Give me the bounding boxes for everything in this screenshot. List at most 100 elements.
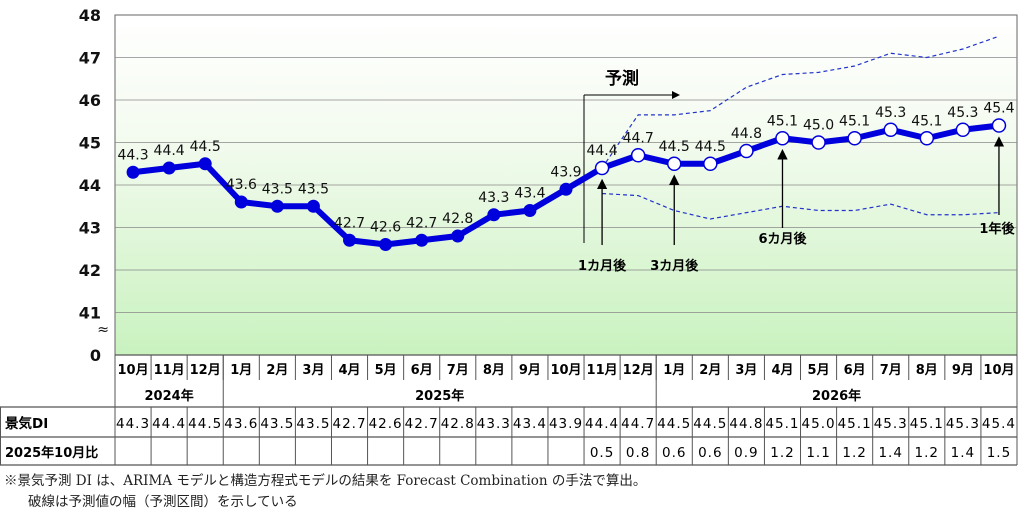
di-cell: 44.4	[152, 416, 186, 432]
y-tick-label: 41	[79, 304, 101, 323]
data-point	[415, 233, 429, 247]
month-label: 11月	[587, 363, 618, 378]
data-label: 43.6	[226, 177, 257, 193]
month-label: 4月	[771, 363, 793, 378]
data-label: 45.3	[947, 105, 978, 121]
year-label: 2026年	[812, 388, 861, 404]
month-label: 1月	[663, 363, 685, 378]
month-label: 6月	[844, 363, 866, 378]
di-cell: 45.4	[982, 416, 1016, 432]
data-label: 42.6	[370, 220, 401, 236]
data-label: 44.8	[731, 126, 762, 142]
data-label: 44.5	[190, 139, 221, 155]
month-label: 1月	[230, 363, 252, 378]
diff-cell: 0.6	[662, 445, 686, 461]
data-label: 42.8	[442, 211, 473, 227]
di-cell: 44.3	[116, 416, 150, 432]
row-label-diff: 2025年10月比	[5, 445, 98, 461]
di-cell: 43.4	[513, 416, 547, 432]
di-cell: 44.8	[729, 416, 763, 432]
month-label: 10月	[983, 363, 1014, 378]
diff-cell: 1.1	[806, 445, 830, 461]
di-cell: 44.4	[585, 416, 619, 432]
forecast-point	[883, 122, 898, 137]
data-point	[451, 229, 465, 243]
month-label: 10月	[550, 363, 581, 378]
data-label: 43.3	[478, 190, 509, 206]
forecast-point	[630, 148, 646, 163]
y-tick-label: 45	[79, 134, 101, 153]
diff-cell: 0.6	[698, 445, 722, 461]
di-cell: 42.7	[405, 416, 439, 432]
forecast-point	[666, 156, 682, 171]
y-tick-label: 0	[90, 346, 101, 365]
data-point	[487, 208, 501, 222]
footnote-1: ※景気予測 DI は、ARIMA モデルと構造方程式モデルの結果を Foreca…	[4, 473, 647, 489]
di-cell: 44.5	[693, 416, 727, 432]
month-label: 6月	[411, 363, 433, 378]
data-point	[306, 199, 320, 213]
band-lower	[602, 192, 999, 220]
month-label: 8月	[483, 363, 505, 378]
di-cell: 45.1	[765, 416, 799, 432]
y-tick-label: 47	[79, 49, 101, 68]
data-label: 42.7	[406, 215, 437, 231]
data-label: 45.4	[983, 101, 1014, 117]
diff-cell: 0.9	[734, 445, 758, 461]
di-cell: 44.5	[188, 416, 222, 432]
data-point	[270, 199, 284, 213]
data-label: 43.4	[514, 186, 545, 202]
year-label: 2024年	[145, 388, 194, 404]
di-cell: 43.5	[296, 416, 330, 432]
table-bg	[0, 407, 1017, 465]
di-cell: 42.7	[332, 416, 366, 432]
month-label: 9月	[952, 363, 974, 378]
annotation-label: 1年後	[979, 221, 1015, 237]
month-label: 3月	[735, 363, 757, 378]
data-point	[198, 157, 212, 171]
diff-cell: 1.2	[842, 445, 866, 461]
di-cell: 45.3	[946, 416, 980, 432]
month-label: 11月	[154, 363, 185, 378]
month-label: 7月	[447, 363, 469, 378]
di-cell: 43.3	[477, 416, 511, 432]
data-point	[379, 238, 393, 251]
data-point	[162, 161, 176, 175]
forecast-label: 予測	[605, 68, 639, 89]
month-label: 3月	[302, 363, 324, 378]
data-label: 44.4	[154, 143, 185, 159]
month-label: 8月	[916, 363, 938, 378]
annotation-label: 6カ月後	[758, 231, 807, 247]
diff-cell: 1.2	[770, 445, 794, 461]
data-point	[559, 182, 573, 196]
annotation-label: 3カ月後	[650, 258, 699, 274]
diff-cell: 1.4	[951, 445, 975, 461]
di-cell: 45.3	[874, 416, 908, 432]
data-label: 45.1	[839, 113, 870, 129]
month-label: 12月	[190, 363, 221, 378]
month-label: 2月	[699, 363, 721, 378]
di-cell: 44.7	[621, 416, 655, 432]
year-label: 2025年	[415, 388, 464, 404]
di-cell: 43.9	[549, 416, 583, 432]
y-tick-label: 42	[79, 261, 101, 280]
annotation-label: 1カ月後	[578, 258, 627, 274]
data-label: 45.3	[875, 105, 906, 121]
data-point	[343, 233, 357, 247]
diff-cell: 1.2	[915, 445, 939, 461]
diff-cell: 0.8	[626, 445, 650, 461]
row-label-di: 景気DI	[5, 415, 48, 432]
axis-break-icon: ≈	[97, 322, 109, 338]
band-upper	[601, 35, 1000, 169]
data-label: 45.1	[767, 113, 798, 129]
forecast-point	[847, 131, 862, 146]
data-point	[126, 165, 140, 179]
forecast-point	[703, 156, 718, 171]
month-label: 12月	[623, 363, 654, 378]
data-label: 44.4	[586, 143, 617, 159]
month-label: 10月	[117, 363, 148, 378]
month-label: 4月	[338, 363, 360, 378]
di-cell: 44.5	[657, 416, 691, 432]
